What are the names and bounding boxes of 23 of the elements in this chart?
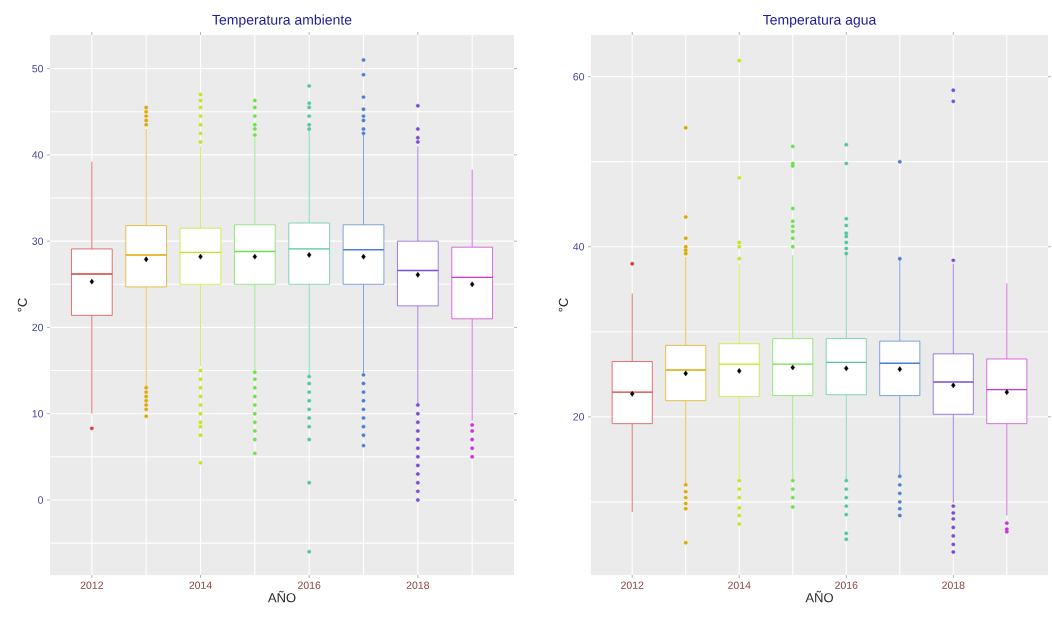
y-tick-label: 60 <box>573 72 585 81</box>
y-tick-label: 30 <box>32 237 44 245</box>
y-axis-title: °C <box>17 298 27 312</box>
y-tick-label: 0 <box>38 496 44 504</box>
x-tick-label: 2018 <box>406 581 430 589</box>
x-tick-label: 2018 <box>942 581 965 589</box>
x-tick-label: 2014 <box>189 581 212 589</box>
x-tick-label: 2012 <box>621 581 644 589</box>
y-tick-label: 10 <box>32 409 44 418</box>
x-tick-label: 2014 <box>728 581 751 589</box>
y-tick-label: 20 <box>573 413 585 421</box>
y-tick-label: 20 <box>32 323 44 332</box>
chart-title: Temperatura agua <box>763 14 877 28</box>
x-axis-title: AÑO <box>267 590 296 603</box>
x-axis-title: AÑO <box>805 590 833 603</box>
chart-title: Temperatura ambiente <box>212 14 352 28</box>
x-tick-label: 2012 <box>80 581 103 589</box>
y-axis-title: °C <box>558 298 568 312</box>
x-tick-label: 2016 <box>298 581 321 589</box>
y-tick-label: 40 <box>32 151 44 159</box>
y-tick-label: 50 <box>32 64 44 73</box>
x-tick-label: 2016 <box>835 581 858 589</box>
y-tick-label: 40 <box>573 243 585 251</box>
